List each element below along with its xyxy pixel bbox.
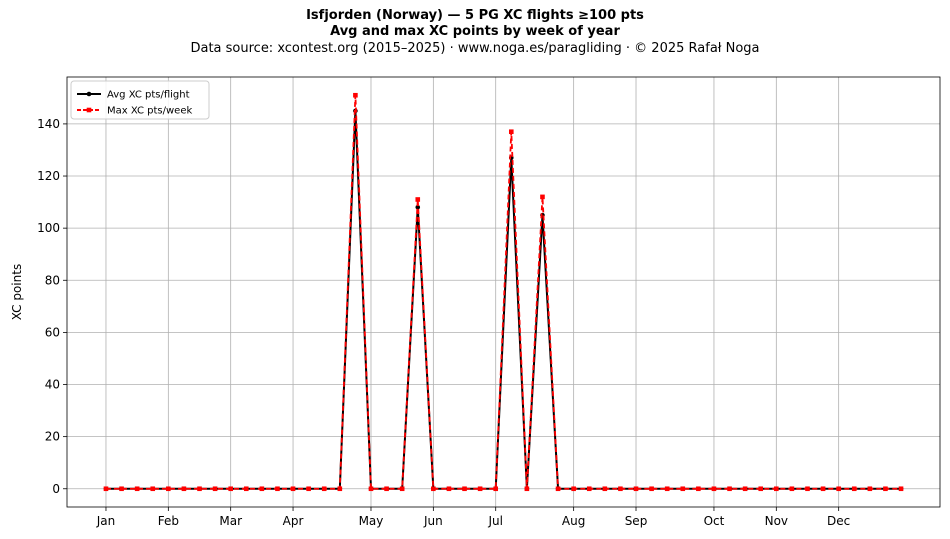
x-tick-label: Dec bbox=[827, 514, 850, 528]
max-data-point bbox=[384, 486, 389, 492]
max-data-point bbox=[134, 486, 140, 492]
y-tick-label: 20 bbox=[45, 430, 60, 444]
chart-source: Data source: xcontest.org (2015–2025) · … bbox=[190, 41, 760, 56]
max-data-point bbox=[664, 486, 670, 492]
max-data-point bbox=[462, 486, 467, 492]
y-tick-label: 60 bbox=[45, 325, 60, 339]
max-data-point bbox=[618, 486, 623, 492]
chart-title: Isfjorden (Norway) — 5 PG XC flights ≥10… bbox=[306, 8, 644, 23]
x-tick-label: Nov bbox=[765, 514, 788, 528]
max-data-point bbox=[758, 486, 764, 492]
max-data-point bbox=[836, 486, 841, 492]
max-data-point bbox=[680, 486, 686, 492]
max-data-point bbox=[275, 486, 280, 492]
max-data-point bbox=[696, 486, 701, 492]
max-data-point bbox=[321, 486, 327, 492]
legend-marker-circle bbox=[86, 91, 92, 97]
max-data-point bbox=[493, 486, 499, 492]
max-data-point bbox=[774, 486, 779, 492]
max-data-point bbox=[602, 486, 608, 492]
max-data-point bbox=[119, 486, 124, 492]
legend-label: Max XC pts/week bbox=[107, 106, 192, 117]
x-tick-label: Jan bbox=[96, 514, 116, 528]
max-data-point bbox=[337, 486, 343, 492]
max-data-point bbox=[290, 486, 296, 492]
max-data-point bbox=[166, 486, 171, 492]
max-data-point bbox=[181, 486, 187, 492]
max-data-point bbox=[508, 129, 514, 135]
max-data-point bbox=[867, 486, 873, 492]
max-data-point bbox=[524, 486, 530, 492]
y-tick-label: 40 bbox=[45, 378, 60, 392]
chart-titles: Isfjorden (Norway) — 5 PG XC flights ≥10… bbox=[0, 8, 950, 57]
max-data-point bbox=[805, 486, 810, 492]
legend-label: Avg XC pts/flight bbox=[107, 90, 190, 101]
max-data-point bbox=[898, 486, 904, 492]
x-tick-label: Oct bbox=[704, 514, 725, 528]
max-data-point bbox=[586, 486, 592, 492]
y-tick-label: 100 bbox=[37, 221, 60, 235]
max-data-point bbox=[446, 486, 452, 492]
max-data-point bbox=[851, 486, 857, 492]
y-tick-label: 140 bbox=[37, 117, 60, 131]
chart-subtitle: Avg and max XC points by week of year bbox=[330, 24, 620, 39]
max-data-point bbox=[415, 197, 421, 202]
max-data-point bbox=[820, 486, 826, 492]
legend: Avg XC pts/flight Max XC pts/week bbox=[70, 80, 210, 120]
x-tick-label: Feb bbox=[158, 514, 179, 528]
max-data-point bbox=[243, 486, 249, 492]
max-data-point bbox=[103, 486, 109, 492]
x-tick-label: Mar bbox=[219, 514, 242, 528]
max-data-point bbox=[368, 486, 374, 492]
max-data-point bbox=[883, 486, 888, 492]
x-tick-label: Jul bbox=[487, 514, 502, 528]
max-data-point bbox=[150, 486, 156, 492]
max-data-point bbox=[742, 486, 748, 492]
max-data-point bbox=[197, 486, 202, 492]
max-data-point bbox=[727, 486, 732, 492]
legend-box bbox=[70, 80, 210, 120]
max-data-point bbox=[540, 194, 545, 200]
x-tick-label: Apr bbox=[283, 514, 304, 528]
y-tick-label: 80 bbox=[45, 273, 60, 287]
max-data-point bbox=[477, 486, 483, 492]
max-data-point bbox=[555, 486, 561, 492]
max-data-point bbox=[228, 486, 233, 492]
max-data-point bbox=[399, 486, 405, 492]
y-tick-label: 120 bbox=[37, 169, 60, 183]
y-tick-label: 0 bbox=[52, 482, 60, 496]
max-data-point bbox=[571, 486, 576, 492]
y-axis-label: XC points bbox=[10, 264, 24, 320]
max-series-line bbox=[105, 94, 902, 490]
x-tick-label: Jun bbox=[423, 514, 443, 528]
max-data-point bbox=[711, 486, 717, 492]
max-data-point bbox=[212, 486, 218, 492]
max-data-point bbox=[259, 486, 265, 492]
max-data-point bbox=[649, 486, 654, 492]
max-data-point bbox=[789, 486, 795, 492]
x-tick-label: Aug bbox=[562, 514, 585, 528]
x-tick-label: Sep bbox=[625, 514, 648, 528]
max-data-point bbox=[633, 486, 639, 492]
plot-frame bbox=[66, 76, 941, 508]
x-tick-label: May bbox=[359, 514, 384, 528]
avg-data-point bbox=[415, 205, 421, 210]
max-data-point bbox=[431, 486, 436, 492]
legend-marker-square bbox=[86, 107, 92, 113]
max-data-point bbox=[353, 92, 358, 98]
max-data-point bbox=[306, 486, 311, 492]
